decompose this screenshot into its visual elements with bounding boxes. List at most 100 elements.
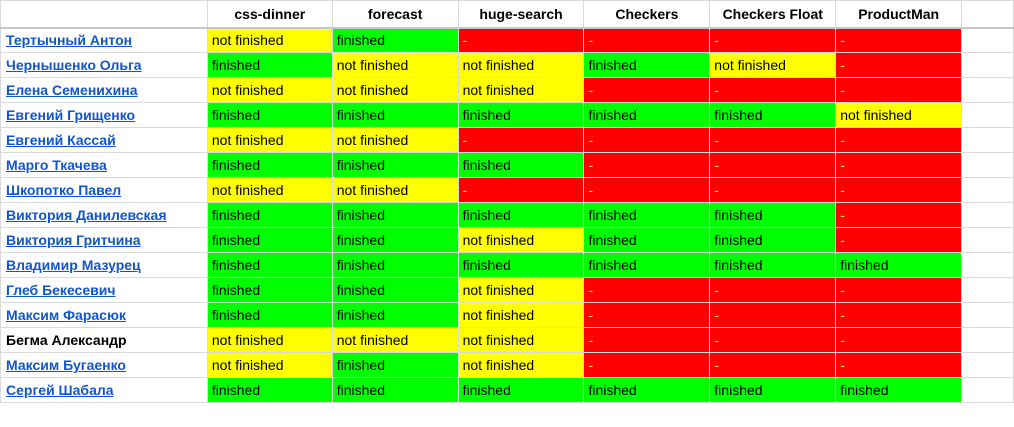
status-cell[interactable]: -: [709, 177, 837, 203]
status-cell[interactable]: finished: [457, 377, 585, 403]
status-cell[interactable]: -: [835, 177, 963, 203]
empty-cell[interactable]: [961, 77, 1014, 103]
status-cell[interactable]: -: [709, 127, 837, 153]
status-cell[interactable]: not finished: [331, 77, 459, 103]
status-cell[interactable]: not finished: [206, 27, 333, 53]
student-name-link[interactable]: Максим Бугаенко: [6, 357, 126, 373]
student-name-link[interactable]: Марго Ткачева: [6, 157, 107, 173]
student-name-link[interactable]: Евгений Грищенко: [6, 107, 136, 123]
status-cell[interactable]: not finished: [457, 227, 585, 253]
empty-cell[interactable]: [961, 27, 1014, 53]
status-cell[interactable]: -: [835, 127, 963, 153]
student-name-cell[interactable]: Виктория Гритчина: [0, 227, 208, 253]
status-cell[interactable]: not finished: [835, 102, 963, 128]
status-cell[interactable]: finished: [709, 202, 837, 228]
status-cell[interactable]: not finished: [331, 52, 459, 78]
empty-cell[interactable]: [961, 227, 1014, 253]
empty-cell[interactable]: [961, 127, 1014, 153]
status-cell[interactable]: -: [709, 77, 837, 103]
column-header[interactable]: forecast: [331, 0, 459, 29]
column-header[interactable]: huge-search: [457, 0, 585, 29]
status-cell[interactable]: finished: [457, 102, 585, 128]
status-cell[interactable]: finished: [709, 227, 837, 253]
empty-cell[interactable]: [961, 252, 1014, 278]
status-cell[interactable]: -: [709, 152, 837, 178]
student-name-link[interactable]: Чернышенко Ольга: [6, 57, 142, 73]
student-name-link[interactable]: Виктория Гритчина: [6, 232, 141, 248]
status-cell[interactable]: finished: [206, 252, 333, 278]
status-cell[interactable]: finished: [206, 102, 333, 128]
status-cell[interactable]: finished: [331, 252, 459, 278]
student-name-link[interactable]: Владимир Мазурец: [6, 257, 141, 273]
status-cell[interactable]: finished: [457, 252, 585, 278]
empty-cell[interactable]: [961, 302, 1014, 328]
status-cell[interactable]: -: [457, 127, 585, 153]
student-name-cell[interactable]: Бегма Александр: [0, 327, 208, 353]
status-cell[interactable]: not finished: [331, 127, 459, 153]
empty-cell[interactable]: [961, 177, 1014, 203]
status-cell[interactable]: -: [583, 77, 711, 103]
student-name-cell[interactable]: Максим Бугаенко: [0, 352, 208, 378]
student-name-cell[interactable]: Шкопотко Павел: [0, 177, 208, 203]
status-cell[interactable]: -: [835, 302, 963, 328]
empty-cell[interactable]: [961, 352, 1014, 378]
column-header[interactable]: ProductMan: [835, 0, 963, 29]
status-cell[interactable]: -: [835, 227, 963, 253]
status-cell[interactable]: finished: [331, 352, 459, 378]
status-cell[interactable]: finished: [206, 377, 333, 403]
student-name-link[interactable]: Шкопотко Павел: [6, 182, 122, 198]
status-cell[interactable]: not finished: [457, 327, 585, 353]
status-cell[interactable]: finished: [457, 152, 585, 178]
student-name-cell[interactable]: Тертычный Антон: [0, 27, 208, 53]
status-cell[interactable]: finished: [583, 227, 711, 253]
empty-header-cell[interactable]: [961, 0, 1014, 29]
empty-cell[interactable]: [961, 102, 1014, 128]
status-cell[interactable]: not finished: [206, 327, 333, 353]
student-name-link[interactable]: Елена Семенихина: [6, 82, 138, 98]
status-cell[interactable]: not finished: [457, 277, 585, 303]
status-cell[interactable]: finished: [835, 252, 963, 278]
status-cell[interactable]: finished: [206, 202, 333, 228]
status-cell[interactable]: -: [583, 27, 711, 53]
student-name-link[interactable]: Глеб Бекесевич: [6, 282, 116, 298]
status-cell[interactable]: finished: [457, 202, 585, 228]
status-cell[interactable]: -: [583, 302, 711, 328]
empty-cell[interactable]: [961, 52, 1014, 78]
status-cell[interactable]: not finished: [457, 302, 585, 328]
status-cell[interactable]: not finished: [331, 327, 459, 353]
status-cell[interactable]: finished: [331, 202, 459, 228]
status-cell[interactable]: not finished: [206, 127, 333, 153]
status-cell[interactable]: finished: [331, 27, 459, 53]
status-cell[interactable]: -: [583, 277, 711, 303]
column-header[interactable]: css-dinner: [206, 0, 333, 29]
column-header[interactable]: Checkers Float: [709, 0, 837, 29]
status-cell[interactable]: -: [709, 277, 837, 303]
status-cell[interactable]: -: [835, 27, 963, 53]
status-cell[interactable]: -: [709, 27, 837, 53]
status-cell[interactable]: -: [835, 352, 963, 378]
status-cell[interactable]: finished: [331, 277, 459, 303]
empty-cell[interactable]: [961, 277, 1014, 303]
student-name-cell[interactable]: Елена Семенихина: [0, 77, 208, 103]
empty-cell[interactable]: [961, 152, 1014, 178]
status-cell[interactable]: -: [835, 327, 963, 353]
status-cell[interactable]: finished: [583, 377, 711, 403]
status-cell[interactable]: finished: [206, 52, 333, 78]
student-name-cell[interactable]: Евгений Грищенко: [0, 102, 208, 128]
column-header[interactable]: Checkers: [583, 0, 711, 29]
student-name-cell[interactable]: Евгений Кассай: [0, 127, 208, 153]
status-cell[interactable]: not finished: [206, 177, 333, 203]
status-cell[interactable]: finished: [709, 377, 837, 403]
student-name-cell[interactable]: Чернышенко Ольга: [0, 52, 208, 78]
status-cell[interactable]: finished: [206, 302, 333, 328]
student-name-cell[interactable]: Виктория Данилевская: [0, 202, 208, 228]
student-name-link[interactable]: Евгений Кассай: [6, 132, 116, 148]
student-name-link[interactable]: Максим Фарасюк: [6, 307, 126, 323]
status-cell[interactable]: not finished: [206, 77, 333, 103]
student-name-cell[interactable]: Марго Ткачева: [0, 152, 208, 178]
status-cell[interactable]: finished: [583, 252, 711, 278]
status-cell[interactable]: -: [583, 127, 711, 153]
status-cell[interactable]: -: [583, 327, 711, 353]
student-name-link[interactable]: Сергей Шабала: [6, 382, 114, 398]
status-cell[interactable]: -: [583, 352, 711, 378]
